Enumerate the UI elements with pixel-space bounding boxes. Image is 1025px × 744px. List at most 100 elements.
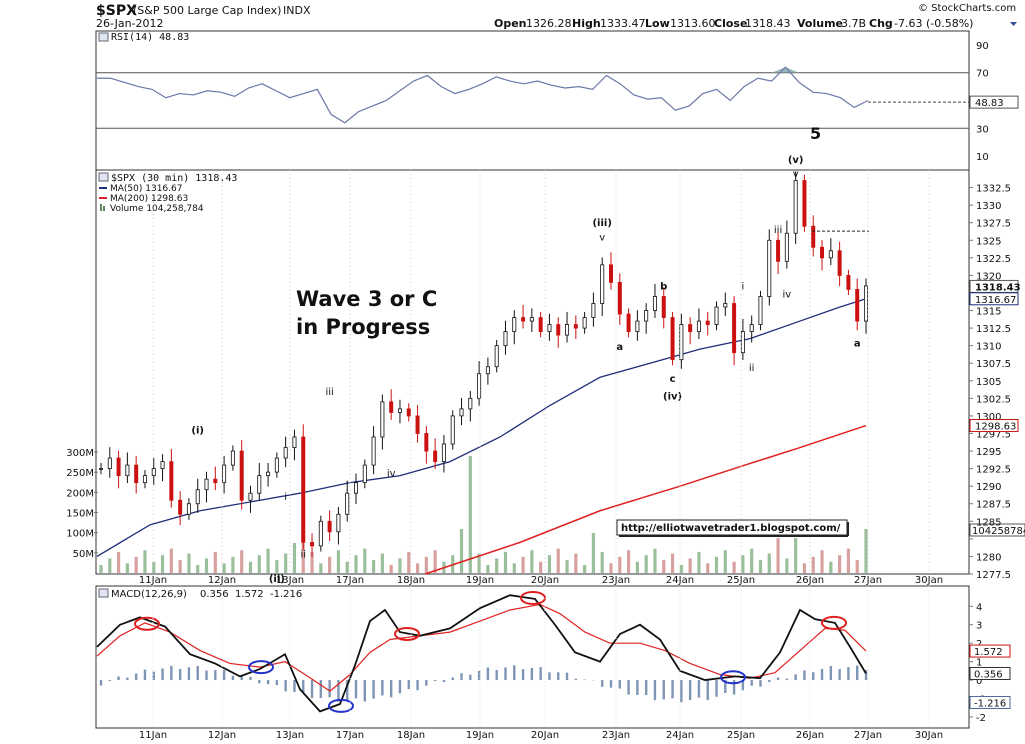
macd-hist-bar (477, 670, 481, 681)
volume-bar (240, 550, 244, 573)
wave-label: ii (300, 549, 306, 560)
volume-bar (820, 550, 824, 573)
macd-tag (969, 644, 1011, 658)
macd-hist-bar (117, 676, 120, 681)
macd-hist-bar (231, 675, 235, 681)
macd-x-label: 26Jan (796, 730, 824, 741)
volume-tick-label: 300M (66, 448, 94, 459)
price-tick-label: 1332.5 (976, 184, 1011, 195)
macd-hist-bar (776, 677, 780, 681)
price-tag-label: 1298.63 (975, 422, 1016, 433)
wave-label: iii (325, 387, 333, 398)
candle-body (292, 436, 297, 448)
volume-bar (266, 548, 270, 573)
price-chart: 50M 100M 150M 200M 250M 300M 104258784 (i) (ii) i… (66, 155, 1025, 585)
volume-bar (108, 558, 112, 573)
price-x-label: 18Jan (397, 575, 425, 586)
volume-bar (521, 556, 525, 573)
macd-hist-bar (759, 680, 762, 687)
candle-body (582, 317, 587, 329)
low-label: Low (645, 17, 670, 30)
macd-hist-bar (557, 672, 560, 681)
candle-body (116, 457, 121, 477)
volume-bar (407, 551, 411, 573)
candle-body (547, 324, 552, 333)
candle-body (186, 503, 191, 515)
macd-hist-bar (715, 680, 718, 697)
macd-hist-bar (838, 669, 841, 681)
candle-body (274, 457, 279, 473)
chart-date: 26-Jan-2012 (96, 17, 164, 30)
macd-crossover-marker (520, 590, 546, 605)
macd-hist-bar (847, 667, 850, 681)
macd-hist-bar (161, 668, 164, 681)
candle-body (415, 415, 420, 434)
candle-body (283, 447, 288, 459)
macd-hist-bar (574, 678, 578, 681)
price-x-label: 23Jan (602, 575, 630, 586)
macd-hist-bar (609, 680, 613, 688)
candle-body (661, 296, 666, 318)
wave-label: b (660, 281, 667, 292)
volume-bar (846, 548, 851, 573)
macd-hist-bar (170, 665, 173, 681)
candle-body (820, 246, 825, 259)
volume-bar (99, 565, 103, 573)
macd-hist-bar (644, 680, 648, 695)
wave-label: (iii) (592, 218, 611, 229)
macd-hist-bar (222, 669, 226, 681)
price-x-label: 27Jan (854, 575, 882, 586)
volume-bar (231, 556, 235, 573)
macd-hist-bar (768, 680, 771, 683)
price-legend-text: $SPX (30 min) 1318.43 (111, 173, 237, 184)
price-tick-label: 1315 (976, 307, 1001, 318)
volume-bar (512, 563, 516, 573)
volume-bar (328, 556, 332, 573)
candle-body (635, 320, 640, 333)
rsi-tick-label: 70 (976, 69, 989, 80)
rsi-value-tag (969, 95, 1019, 109)
chg-dropdown-icon[interactable] (1010, 22, 1017, 26)
candle-body (705, 320, 710, 325)
macd-hist-bar (126, 677, 129, 681)
wave-label: (v) (788, 155, 804, 166)
candle-body (433, 450, 438, 462)
high-label: High (572, 17, 601, 30)
price-tick-label: 1327.5 (976, 219, 1011, 230)
macd-hist-bar (416, 680, 419, 691)
macd-hist-bar (178, 669, 182, 681)
wave-label: iv (387, 469, 396, 480)
candle-body (204, 478, 209, 491)
macd-x-label: 23Jan (602, 730, 630, 741)
macd-hist-bar (258, 680, 261, 684)
volume-bar (275, 560, 279, 573)
volume-bar (213, 551, 217, 573)
price-panel (95, 169, 970, 575)
price-tick-label: 1280 (976, 552, 1001, 563)
macd-hist-bar (99, 680, 103, 686)
volume-bar (609, 563, 613, 573)
volume-bar (284, 553, 288, 573)
volume-bar (486, 565, 490, 573)
candle-body (732, 303, 737, 354)
volume-bar (758, 560, 763, 573)
wave-label: c (670, 374, 676, 385)
macd-hist-bar (812, 672, 815, 681)
macd-x-label: 11Jan (139, 730, 167, 741)
volume-bar (556, 548, 560, 573)
price-x-label: 11Jan (139, 575, 167, 586)
candle-body (538, 317, 543, 332)
price-legend: $SPX (30 min) 1318.43 MA(50) 1316.67 MA(… (98, 172, 237, 214)
candle-body (652, 296, 657, 311)
macd-tick-label: 4 (976, 602, 982, 613)
price-tick-label: 1307.5 (976, 359, 1011, 370)
volume-bar (644, 555, 648, 573)
macd-hist-bar (627, 680, 630, 695)
price-tick-label: 1297.5 (976, 429, 1011, 440)
macd-legend-value: 0.356 (200, 589, 229, 600)
candle-body (864, 285, 869, 322)
macd-hist-bar (803, 670, 806, 681)
candle-body (222, 464, 227, 484)
macd-hist-bar (750, 680, 753, 686)
price-x-label: 19Jan (466, 575, 494, 586)
